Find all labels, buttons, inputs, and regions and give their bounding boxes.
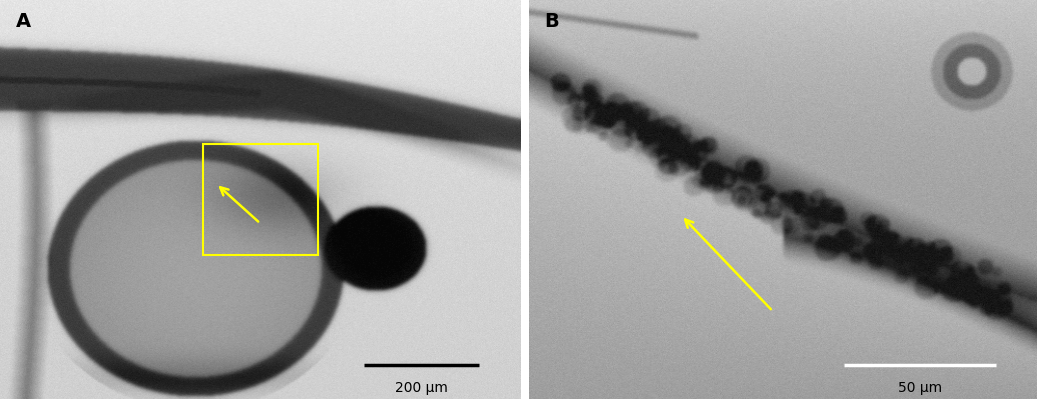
Text: 50 μm: 50 μm — [898, 381, 943, 395]
Text: A: A — [16, 12, 31, 31]
Text: 200 μm: 200 μm — [395, 381, 448, 395]
Text: B: B — [544, 12, 559, 31]
Bar — [203, 144, 317, 255]
